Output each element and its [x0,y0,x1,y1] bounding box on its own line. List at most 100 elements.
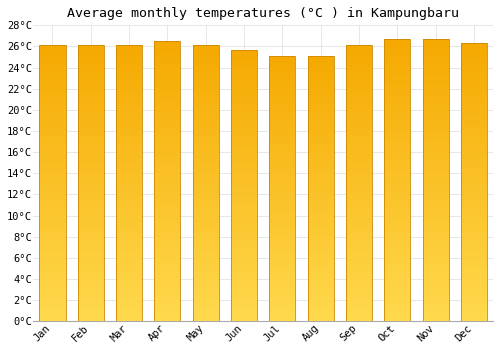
Bar [308,98,334,101]
Bar [384,101,410,104]
Bar [422,273,448,276]
Bar [192,136,219,139]
Bar [154,237,180,240]
Bar [192,305,219,308]
Bar [461,43,487,321]
Bar [40,186,66,189]
Bar [346,46,372,321]
Bar [231,302,257,305]
Bar [384,211,410,214]
Bar [384,70,410,73]
Bar [270,120,295,122]
Bar [346,181,372,183]
Bar [422,39,448,321]
Bar [78,114,104,117]
Bar [231,118,257,120]
Bar [154,293,180,296]
Bar [154,125,180,128]
Bar [116,208,142,211]
Bar [308,298,334,300]
Bar [422,282,448,285]
Bar [40,277,66,280]
Bar [231,110,257,112]
Bar [384,87,410,90]
Bar [422,132,448,135]
Bar [422,59,448,62]
Bar [116,92,142,95]
Bar [40,203,66,205]
Bar [192,59,219,62]
Bar [40,172,66,175]
Bar [384,84,410,87]
Bar [231,172,257,175]
Bar [346,98,372,100]
Bar [154,97,180,100]
Bar [384,135,410,138]
Bar [270,114,295,117]
Bar [384,293,410,296]
Bar [461,266,487,268]
Bar [40,299,66,302]
Bar [40,255,66,258]
Bar [384,231,410,234]
Bar [116,164,142,167]
Bar [384,138,410,141]
Bar [231,175,257,177]
Bar [154,120,180,122]
Bar [154,83,180,86]
Bar [346,197,372,200]
Bar [384,225,410,228]
Bar [270,229,295,231]
Bar [384,290,410,293]
Bar [231,112,257,115]
Bar [461,249,487,252]
Bar [346,153,372,156]
Bar [192,159,219,161]
Bar [384,56,410,59]
Bar [231,98,257,101]
Bar [78,134,104,136]
Bar [346,59,372,62]
Bar [461,99,487,101]
Bar [346,274,372,277]
Bar [78,274,104,277]
Bar [78,46,104,48]
Bar [384,197,410,200]
Bar [78,313,104,316]
Bar [40,208,66,211]
Bar [346,161,372,164]
Bar [270,231,295,234]
Bar [192,252,219,255]
Bar [308,162,334,165]
Bar [270,183,295,186]
Bar [270,279,295,281]
Bar [40,230,66,233]
Bar [384,59,410,62]
Bar [231,128,257,131]
Bar [384,110,410,112]
Bar [346,103,372,106]
Bar [270,252,295,255]
Bar [346,56,372,59]
Bar [346,51,372,54]
Bar [40,84,66,87]
Bar [40,98,66,100]
Bar [461,132,487,135]
Bar [192,181,219,183]
Bar [40,244,66,247]
Bar [384,62,410,64]
Bar [346,308,372,310]
Bar [270,58,295,61]
Bar [78,153,104,156]
Bar [346,145,372,147]
Bar [192,258,219,261]
Bar [422,251,448,254]
Bar [231,313,257,316]
Bar [384,220,410,223]
Bar [78,258,104,261]
Bar [116,272,142,274]
Bar [384,276,410,279]
Bar [270,141,295,144]
Bar [154,178,180,181]
Bar [192,76,219,78]
